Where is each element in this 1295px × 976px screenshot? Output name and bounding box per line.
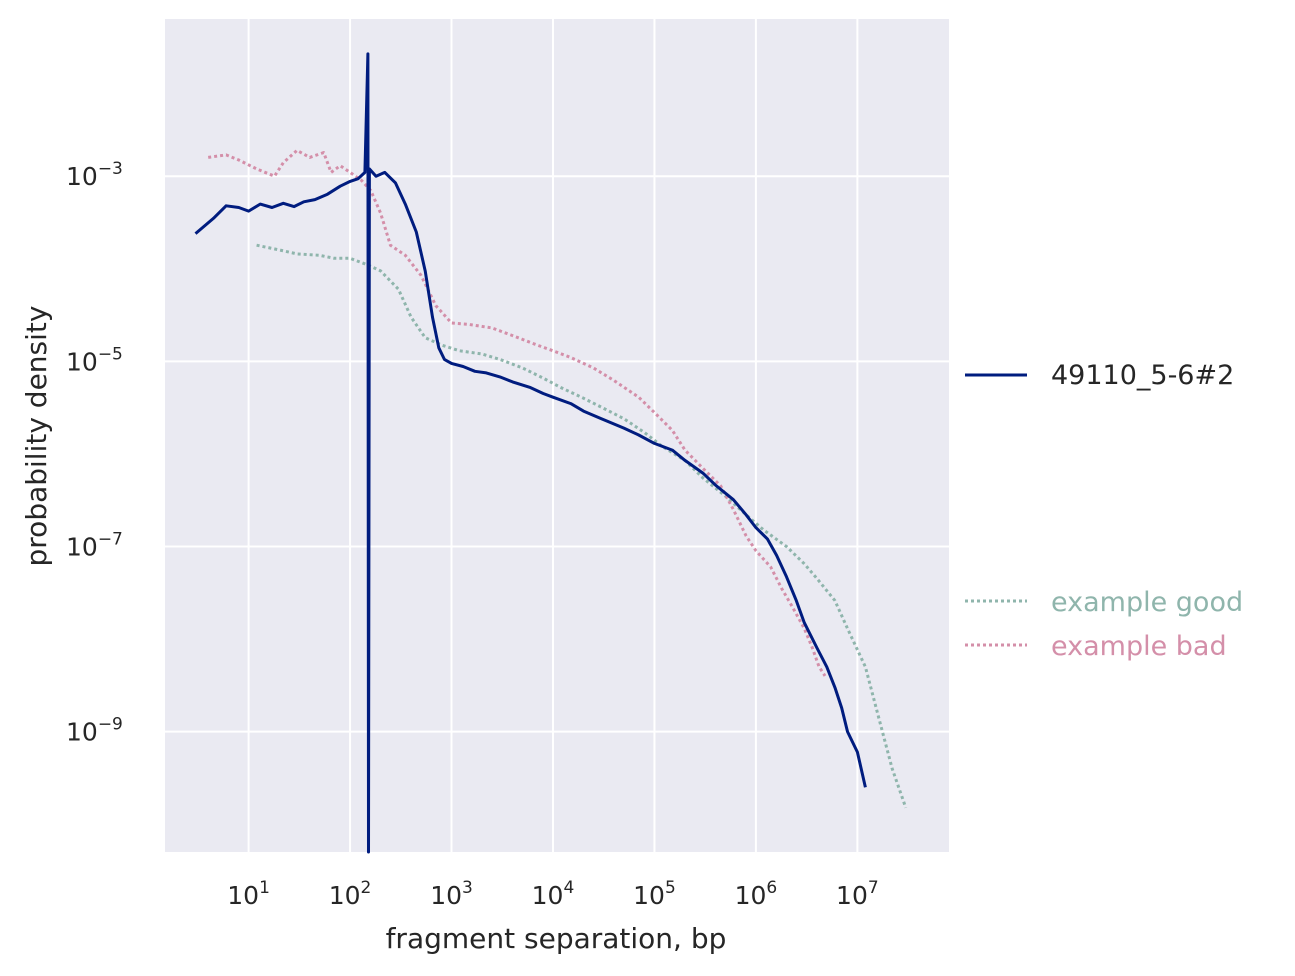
y-tick-base: 10 (66, 162, 98, 191)
x-tick-exponent: 5 (665, 878, 676, 898)
x-tick-base: 10 (329, 881, 361, 910)
series-line-example-bad (207, 148, 827, 677)
x-tick-label: 107 (836, 878, 879, 910)
series-layer (194, 52, 908, 854)
legend-label-2: example bad (1051, 631, 1227, 662)
x-tick-label: 101 (227, 878, 270, 910)
x-tick-exponent: 4 (563, 878, 574, 898)
x-tick-label: 102 (329, 878, 372, 910)
x-axis-label: fragment separation, bp (386, 922, 727, 955)
x-tick-base: 10 (532, 881, 564, 910)
plot-background (165, 19, 949, 852)
y-tick-labels: 10−310−510−710−9 (66, 159, 123, 746)
x-tick-base: 10 (633, 881, 665, 910)
y-tick-exponent: −3 (98, 159, 123, 179)
y-tick-label: 10−3 (66, 159, 123, 191)
x-tick-exponent: 3 (462, 878, 473, 898)
y-tick-exponent: −7 (98, 529, 123, 549)
x-tick-exponent: 6 (766, 878, 777, 898)
series-line-49110-5-6-2 (194, 52, 867, 854)
legend-label-1: example good (1051, 587, 1243, 618)
y-tick-exponent: −9 (98, 715, 123, 735)
x-tick-label: 103 (430, 878, 473, 910)
y-tick-base: 10 (66, 347, 98, 376)
legend-label-0: 49110_5-6#2 (1051, 360, 1234, 391)
legend: 49110_5-6#2 example good example bad (965, 360, 1243, 662)
gridlines (165, 19, 949, 852)
x-tick-base: 10 (836, 881, 868, 910)
x-tick-label: 105 (633, 878, 676, 910)
y-tick-base: 10 (66, 718, 98, 747)
x-tick-base: 10 (227, 881, 259, 910)
y-tick-label: 10−9 (66, 715, 123, 747)
y-tick-label: 10−5 (66, 344, 123, 376)
y-axis-label: probability density (20, 306, 53, 567)
x-tick-base: 10 (430, 881, 462, 910)
y-tick-label: 10−7 (66, 529, 123, 561)
x-tick-label: 106 (735, 878, 778, 910)
x-tick-base: 10 (735, 881, 767, 910)
x-tick-exponent: 1 (259, 878, 270, 898)
y-tick-exponent: −5 (98, 344, 123, 364)
x-tick-exponent: 2 (361, 878, 372, 898)
series-line-example-good (256, 243, 908, 809)
x-tick-labels: 101 102 103 104 105 106 107 (227, 878, 878, 910)
y-tick-base: 10 (66, 532, 98, 561)
x-tick-exponent: 7 (868, 878, 879, 898)
x-tick-label: 104 (532, 878, 575, 910)
